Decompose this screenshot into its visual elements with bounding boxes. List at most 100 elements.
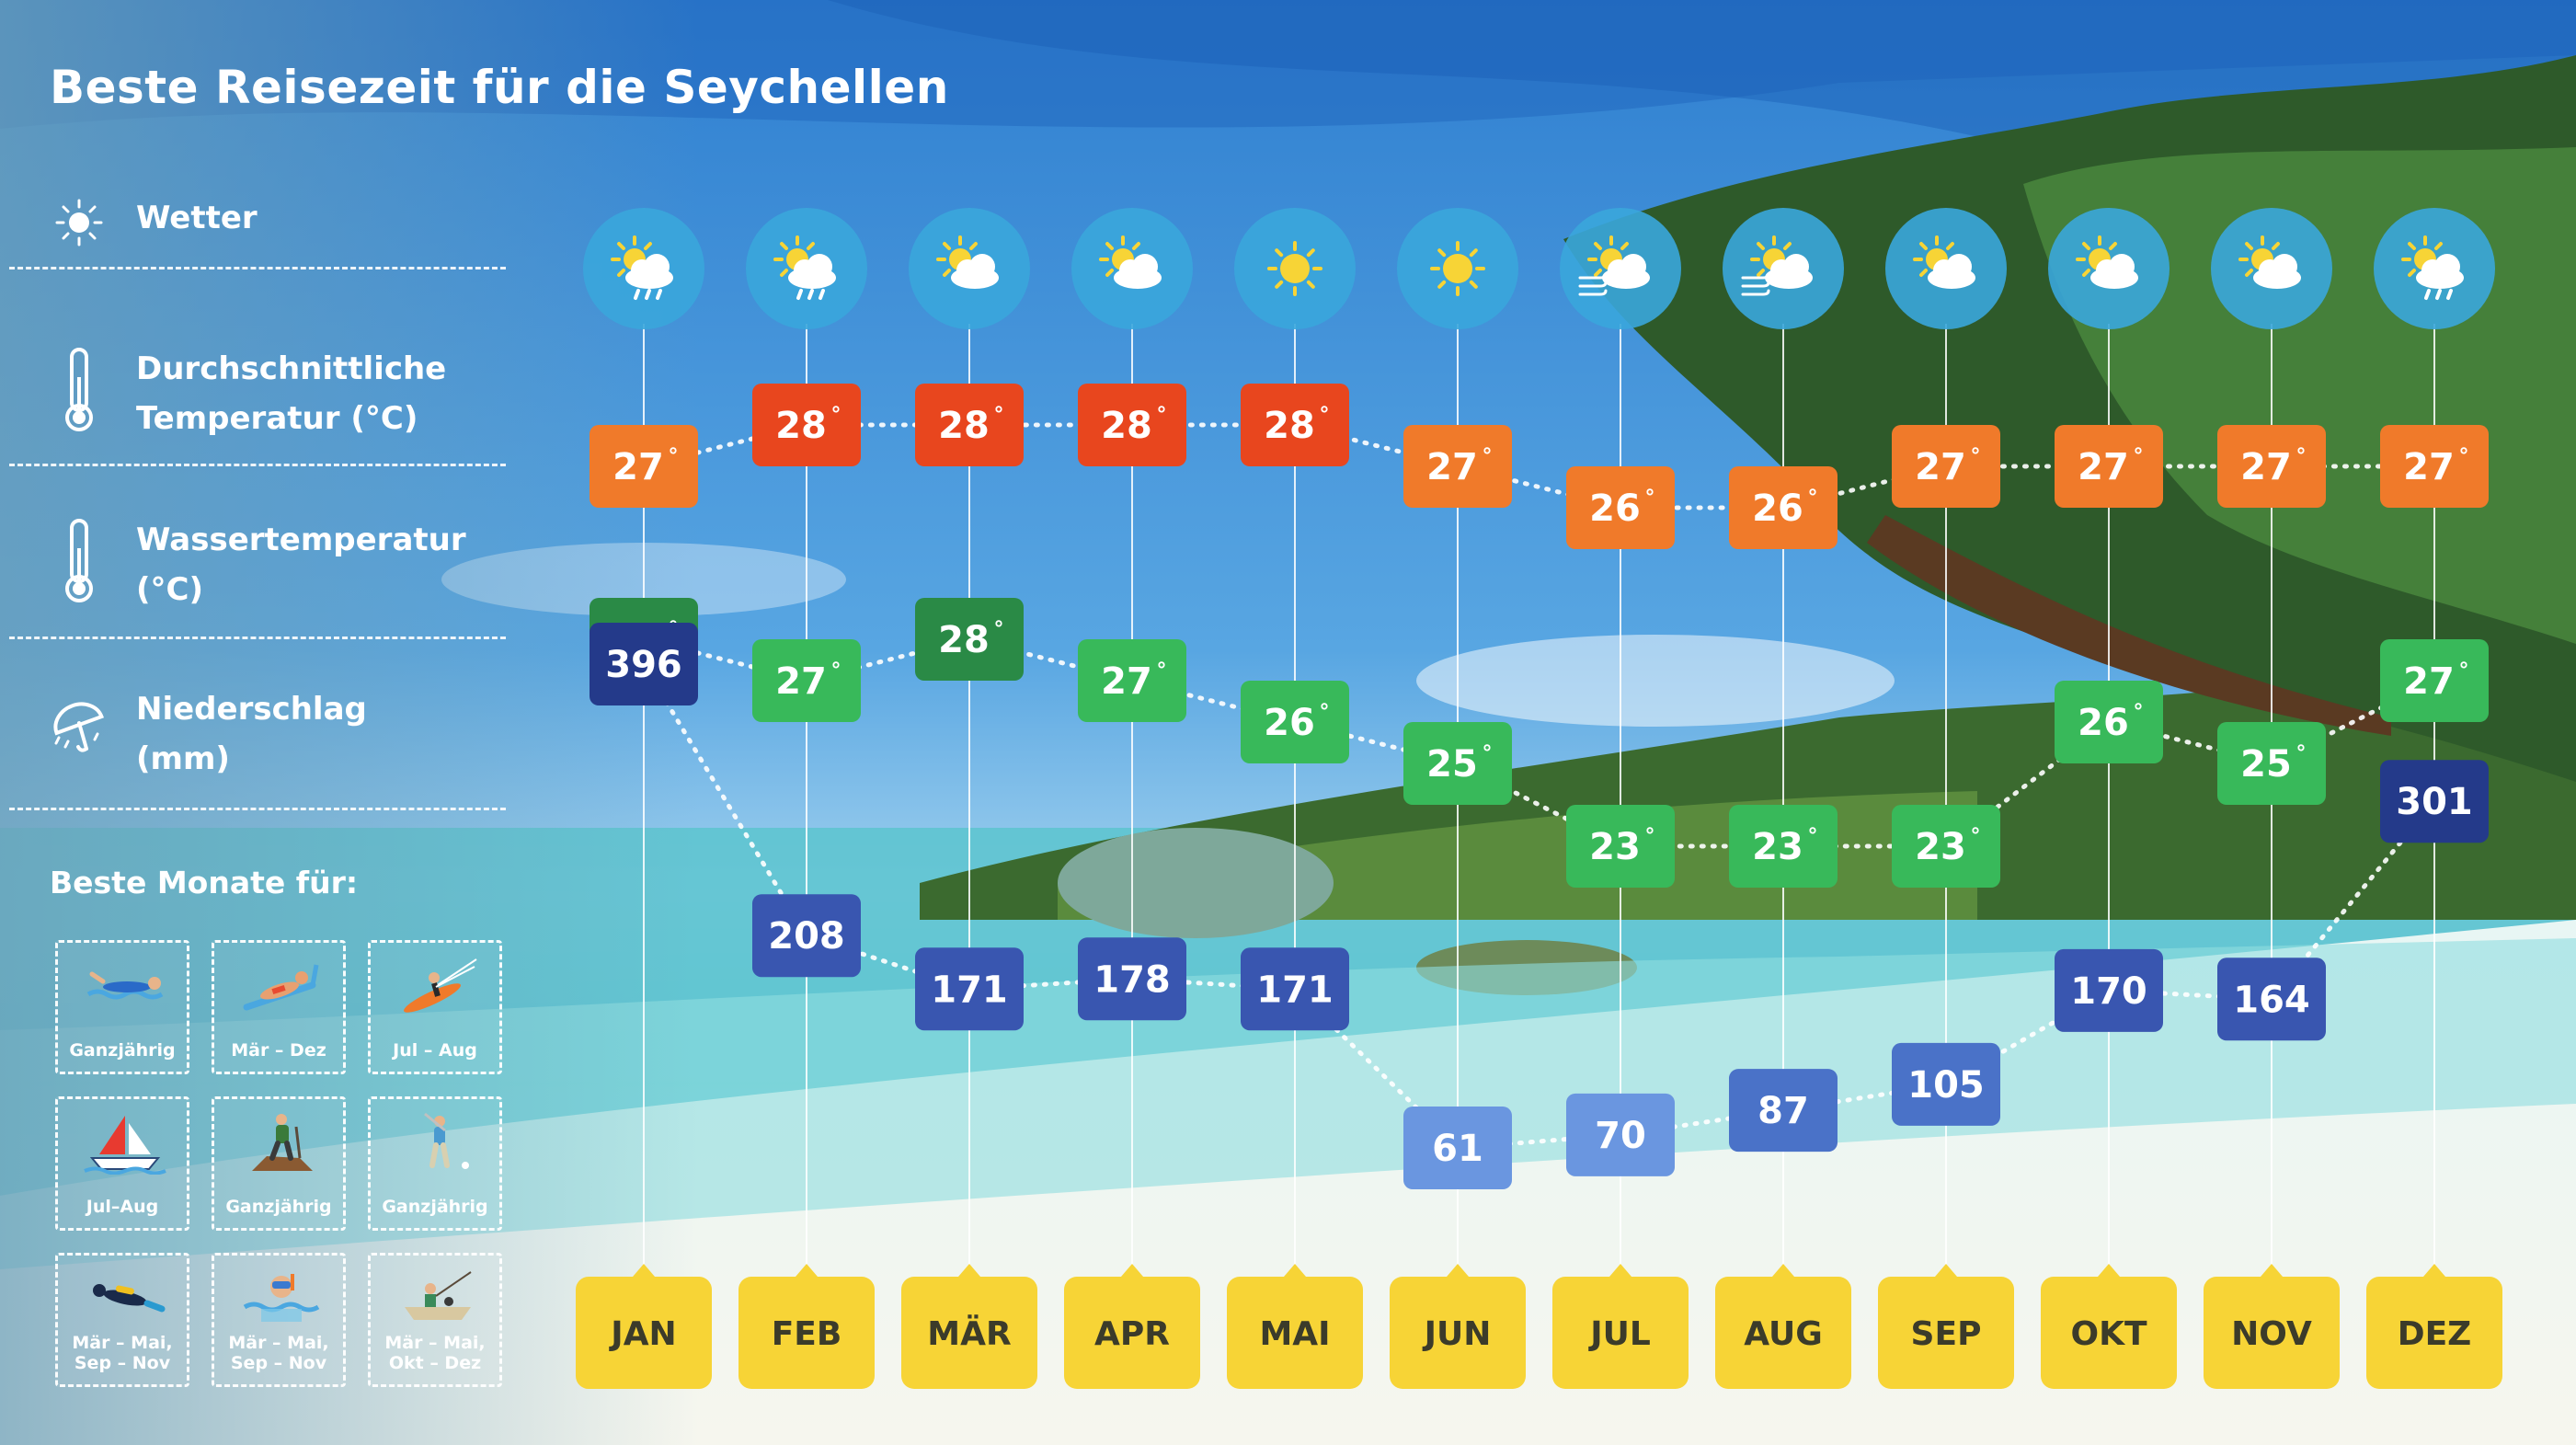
sun-icon (1234, 208, 1356, 329)
svg-text:27: 27 (1101, 660, 1152, 703)
sunbather-icon (243, 964, 319, 1011)
svg-text:MAI: MAI (1259, 1315, 1330, 1353)
month-label-apr: APR (1064, 1264, 1200, 1389)
svg-text:°: ° (1645, 487, 1655, 510)
month-label-feb: FEB (738, 1264, 875, 1389)
precipitation-value: 178 (1078, 937, 1186, 1021)
svg-text:°: ° (831, 659, 841, 682)
legend-divider (9, 808, 506, 810)
month-label-sep: SEP (1878, 1264, 2014, 1389)
svg-text:23: 23 (1915, 826, 1966, 868)
activity-hiking: Ganzjährig (212, 1096, 346, 1231)
activity-label: Jul–Aug (86, 1197, 159, 1217)
legend-weather: Wetter (50, 193, 509, 248)
precipitation-value: 396 (590, 623, 698, 706)
air-temperature-value: 27 ° (2055, 425, 2163, 508)
air-temperature-value: 27 ° (1403, 425, 1512, 508)
svg-text:28: 28 (775, 405, 827, 447)
precipitation-value: 70 (1566, 1093, 1675, 1176)
sun-cloud-icon (909, 208, 1030, 329)
svg-text:23: 23 (1589, 826, 1641, 868)
sun-cloud-icon (1071, 208, 1193, 329)
sun-icon (1397, 208, 1518, 329)
svg-text:25: 25 (2240, 743, 2292, 786)
air-temperature-value: 28 ° (915, 384, 1024, 466)
svg-text:°: ° (1483, 742, 1493, 765)
month-label-mär: MÄR (901, 1264, 1037, 1389)
activity-label: Mär – Mai, Okt – Dez (384, 1333, 486, 1373)
air-temperature-line (641, 422, 2437, 510)
swimmer-icon (86, 971, 164, 1000)
activity-kitesurfing: Jul – Aug (368, 940, 502, 1074)
svg-text:27: 27 (1426, 446, 1478, 488)
water-temperature-value: 23 ° (1892, 805, 2000, 888)
svg-text:°: ° (2296, 445, 2307, 468)
legend-divider (9, 464, 506, 466)
svg-text:26: 26 (2078, 702, 2129, 744)
air-temperature-value: 26 ° (1729, 466, 1838, 549)
month-label-dez: DEZ (2366, 1264, 2502, 1389)
water-temperature-value: 25 ° (1403, 722, 1512, 805)
svg-text:27: 27 (2078, 446, 2129, 488)
svg-text:27: 27 (613, 446, 664, 488)
svg-text:NOV: NOV (2231, 1315, 2312, 1353)
svg-text:25: 25 (1426, 743, 1478, 786)
svg-text:°: ° (1808, 825, 1818, 848)
svg-text:28: 28 (938, 619, 990, 661)
activity-label: Mär – Mai, Sep – Nov (228, 1333, 329, 1373)
scuba-diver-icon (93, 1284, 166, 1313)
svg-text:164: 164 (2233, 979, 2310, 1021)
month-label-jun: JUN (1390, 1264, 1526, 1389)
hiker-icon (252, 1114, 313, 1171)
precipitation-value: 87 (1729, 1069, 1838, 1153)
svg-text:171: 171 (1256, 969, 1334, 1011)
activity-swimming: Ganzjährig (55, 940, 189, 1074)
thermometer-icon (65, 348, 93, 431)
svg-text:27: 27 (1915, 446, 1966, 488)
svg-text:°: ° (1808, 487, 1818, 510)
sun-cloud-wind-icon (1723, 208, 1844, 329)
precipitation-value: 171 (1241, 947, 1349, 1031)
month-label-aug: AUG (1715, 1264, 1851, 1389)
svg-text:JUN: JUN (1422, 1315, 1492, 1353)
water-temperature-value: 27 ° (752, 639, 861, 722)
air-temperature-value: 27 ° (2380, 425, 2489, 508)
month-label-mai: MAI (1227, 1264, 1363, 1389)
svg-text:28: 28 (938, 405, 990, 447)
activity-label: Ganzjährig (225, 1197, 332, 1217)
activity-label: Ganzjährig (382, 1197, 488, 1217)
legend-air-temperature-label: Durchschnittliche Temperatur (°C) (136, 350, 447, 437)
sun-cloud-icon (2048, 208, 2170, 329)
air-temperature-value: 28 ° (752, 384, 861, 466)
svg-text:27: 27 (2240, 446, 2292, 488)
svg-text:28: 28 (1101, 405, 1152, 447)
precipitation-value: 171 (915, 947, 1024, 1031)
sun-cloud-rain-icon (2374, 208, 2495, 329)
svg-text:208: 208 (768, 915, 845, 958)
precipitation-value: 208 (752, 894, 861, 978)
svg-text:170: 170 (2070, 970, 2147, 1013)
precipitation-value: 170 (2055, 948, 2163, 1032)
sun-cloud-icon (2211, 208, 2332, 329)
legend-air-temperature: Durchschnittliche Temperatur (°C) (50, 344, 509, 445)
svg-text:°: ° (1157, 404, 1167, 427)
svg-text:26: 26 (1752, 487, 1803, 530)
activity-sailing: Jul–Aug (55, 1096, 189, 1231)
svg-text:70: 70 (1595, 1115, 1646, 1157)
svg-text:°: ° (2459, 445, 2469, 468)
golfer-icon (424, 1112, 469, 1169)
svg-text:301: 301 (2396, 781, 2473, 823)
water-temperature-value: 27 ° (2380, 639, 2489, 722)
month-label-nov: NOV (2204, 1264, 2340, 1389)
precipitation-value: 301 (2380, 760, 2489, 843)
air-temperature-value: 27 ° (2217, 425, 2326, 508)
water-temperature-value: 23 ° (1566, 805, 1675, 888)
svg-text:°: ° (1320, 701, 1330, 724)
fisher-boat-icon (405, 1271, 472, 1320)
svg-text:27: 27 (775, 660, 827, 703)
svg-text:26: 26 (1264, 702, 1315, 744)
svg-text:61: 61 (1432, 1128, 1483, 1170)
svg-text:OKT: OKT (2070, 1315, 2147, 1353)
legend-weather-label: Wetter (136, 200, 258, 236)
water-temperature-value: 23 ° (1729, 805, 1838, 888)
